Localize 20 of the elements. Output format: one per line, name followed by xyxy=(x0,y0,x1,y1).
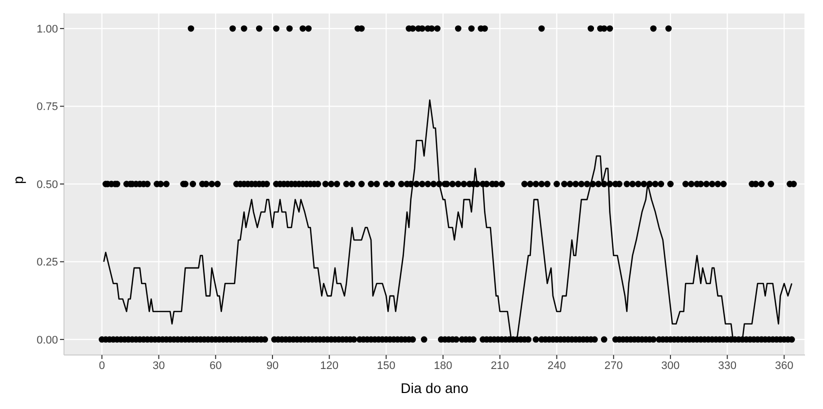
y-tick-label: 0.75 xyxy=(36,101,58,114)
x-tick-label: 360 xyxy=(774,360,794,372)
y-tick-label: 0.25 xyxy=(36,256,58,269)
x-tick-label: 210 xyxy=(490,360,510,372)
x-tick-label: 150 xyxy=(376,360,396,372)
y-tick-label: 0.50 xyxy=(36,178,58,191)
x-axis-title: Dia do ano xyxy=(400,380,469,396)
x-tick-label: 90 xyxy=(266,360,279,372)
y-tick-label: 0.00 xyxy=(36,334,58,346)
x-tick-label: 270 xyxy=(604,360,623,372)
x-tick-label: 120 xyxy=(320,360,338,372)
x-tick-label: 330 xyxy=(718,360,736,372)
x-tick-label: 180 xyxy=(434,360,452,372)
y-tick-label: 1.00 xyxy=(36,23,58,36)
x-tick-label: 60 xyxy=(209,360,222,372)
x-tick-label: 240 xyxy=(548,360,566,372)
x-tick-label: 30 xyxy=(152,360,165,372)
y-axis-title: p xyxy=(10,176,26,184)
x-tick-label: 300 xyxy=(661,360,680,372)
x-tick-label: 0 xyxy=(98,360,105,372)
